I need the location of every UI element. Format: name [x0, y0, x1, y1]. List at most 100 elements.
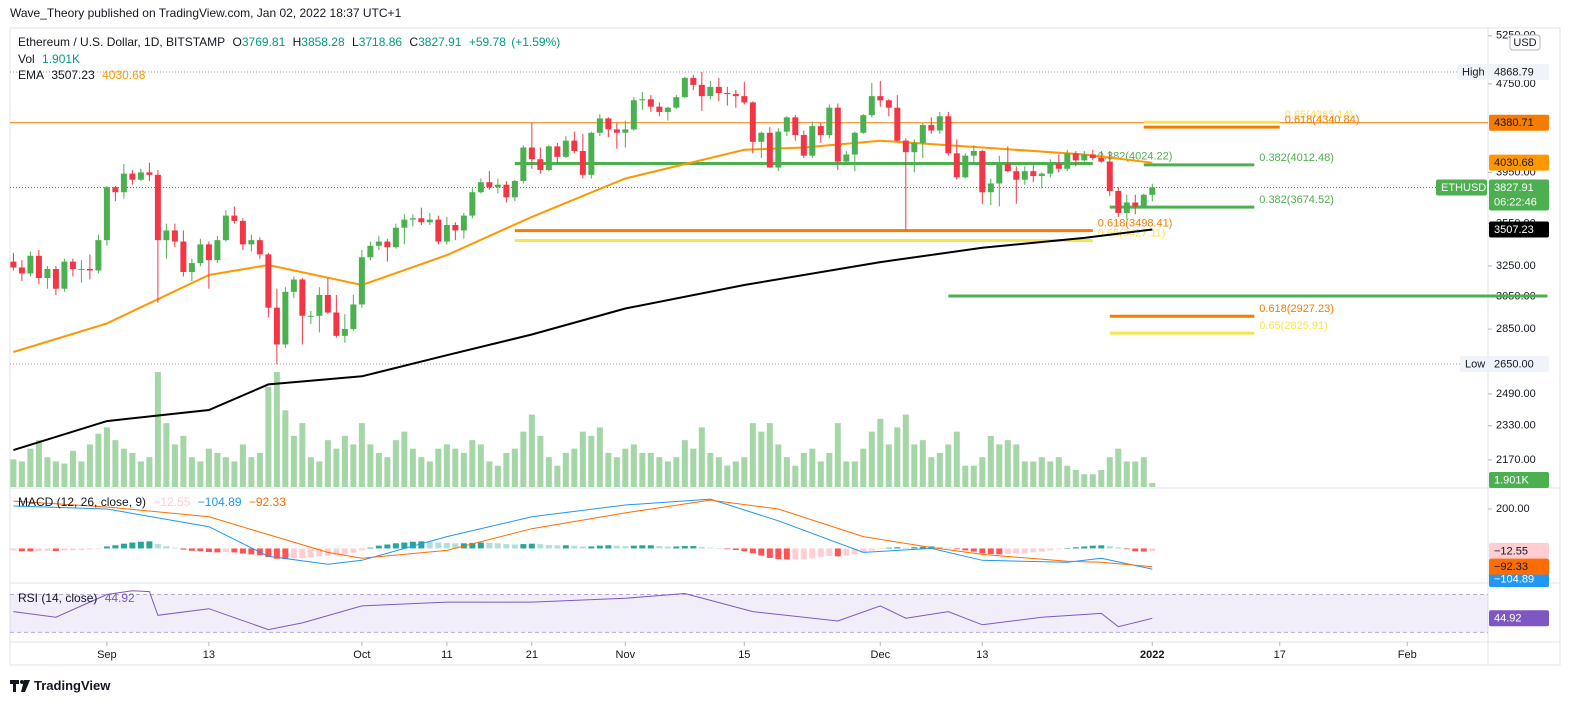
candle-body [469, 192, 476, 216]
macd-hist-bar [817, 548, 824, 558]
macd-hist-bar [919, 546, 926, 549]
volume-bar [205, 448, 212, 487]
candle-body [1115, 190, 1122, 213]
macd-hist-bar [605, 545, 612, 549]
macd-hist-bar [970, 548, 977, 552]
macd-hist-bar [528, 543, 535, 549]
candle-body [868, 96, 875, 116]
volume-bar [180, 435, 187, 487]
candle-body [902, 140, 909, 153]
volume-bar [214, 452, 221, 487]
volume-bar [324, 440, 331, 487]
volume-bar [103, 427, 110, 487]
candle-body [503, 184, 510, 198]
candle-body [792, 117, 799, 135]
volume-bar [494, 465, 501, 487]
macd-hist-bar [877, 548, 884, 549]
chart-border [9, 27, 1561, 666]
macd-hist-bar [384, 544, 391, 549]
candle-body [435, 219, 442, 242]
candle-body [656, 106, 663, 112]
legend-rsi: RSI (14, close) 44.92 [18, 590, 139, 606]
volume-bar [715, 457, 722, 487]
volume-bar [239, 444, 246, 487]
volume-bar [1115, 448, 1122, 487]
candle-body [919, 124, 926, 143]
volume-bar [860, 448, 867, 487]
candle-body [1132, 202, 1139, 207]
candle-body [520, 147, 527, 181]
macd-hist-bar [375, 545, 382, 549]
macd-hist-bar [10, 548, 17, 551]
low-label-text: Low [1465, 358, 1485, 370]
rsi-name: RSI (14, close) [18, 591, 98, 605]
macd-hist-bar [299, 548, 306, 559]
macd-hist-bar [681, 546, 688, 549]
volume-bar [120, 448, 127, 487]
macd-hist-bar [95, 548, 102, 549]
signal-line [13, 499, 1153, 568]
volume-bar [443, 444, 450, 487]
candle-body [486, 182, 493, 188]
candle-body [120, 173, 127, 193]
volume-bar [877, 418, 884, 487]
macd-hist-bar [596, 545, 603, 549]
ema-value: 3507.23 [51, 68, 95, 82]
candle-body [911, 142, 918, 153]
candle-body [239, 220, 246, 245]
candle-body [27, 255, 34, 274]
volume-bar [392, 440, 399, 487]
macd-hist-bar [545, 544, 552, 549]
candle-body [256, 240, 263, 255]
candle-body [775, 131, 782, 168]
low-tag-text: 2650.00 [1494, 358, 1534, 370]
publisher: Wave_Theory published on TradingView.com… [10, 6, 402, 20]
x-tick-label: Feb [1398, 649, 1417, 661]
ema-tag-text: 4030.68 [1494, 157, 1534, 169]
candle-body [231, 215, 238, 221]
candle-body [970, 151, 977, 156]
volume-bar [426, 461, 433, 487]
volume-bar [171, 444, 178, 487]
close-tag-bg [1489, 179, 1549, 211]
macd-hist-bar [834, 548, 841, 557]
volume-bar [384, 457, 391, 487]
x-tick-label: Nov [616, 649, 636, 661]
macd-hist-bar [35, 548, 42, 552]
candle-body [171, 230, 178, 242]
level-label: 0.618(3498.41) [1098, 218, 1173, 230]
macd-hist-bar [1149, 548, 1156, 551]
macd-hist-bar [282, 548, 289, 560]
ohlc: L3718.86 [352, 35, 402, 49]
candle-body [282, 291, 289, 345]
candle-body [673, 97, 680, 108]
volume-bar [732, 461, 739, 487]
candle-body [426, 219, 433, 223]
footer-brand: TradingView [34, 678, 111, 693]
volume-bar [545, 457, 552, 487]
volume-bar [146, 457, 153, 487]
macd-hist-bar [231, 548, 238, 553]
level-label: 0.618(4340.84) [1285, 114, 1360, 126]
candle-body [392, 227, 399, 248]
volume-bar [409, 448, 416, 487]
macd-hist-bar [511, 544, 518, 549]
candle-body [766, 132, 773, 168]
candle-body [69, 261, 76, 269]
macd-hist-bar [1030, 548, 1037, 553]
volume-bar [758, 431, 765, 487]
volume-bar [698, 427, 705, 487]
change-pct: (+1.59%) [511, 35, 561, 49]
volume-bar [800, 452, 807, 487]
volume-bar [1140, 457, 1147, 487]
volume-bar [1072, 469, 1079, 487]
macd-hist-bar [690, 546, 697, 549]
candle-body [494, 184, 501, 188]
macd-hist-bar [44, 548, 51, 551]
macd-hist-bar [214, 548, 221, 553]
macd-tag-bg [1489, 571, 1549, 588]
macd-hist-bar [426, 541, 433, 549]
volume-bar [520, 431, 527, 487]
volume-bar [18, 461, 25, 487]
